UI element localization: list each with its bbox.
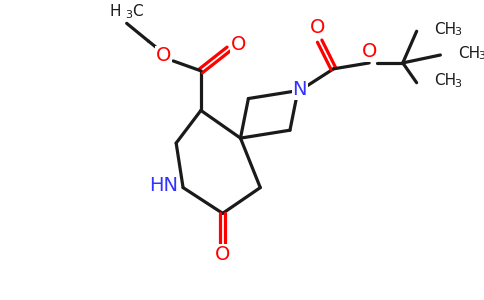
Text: 3: 3 <box>454 27 461 37</box>
Text: CH: CH <box>458 46 480 61</box>
Text: N: N <box>293 80 307 99</box>
Text: H: H <box>109 4 121 19</box>
Text: 3: 3 <box>125 11 132 20</box>
Text: 3: 3 <box>478 51 484 61</box>
Text: O: O <box>310 18 325 37</box>
Text: CH: CH <box>435 22 456 37</box>
Text: C: C <box>133 4 143 19</box>
Text: O: O <box>362 41 377 61</box>
Text: HN: HN <box>149 176 178 195</box>
Text: 3: 3 <box>454 79 461 89</box>
Text: CH: CH <box>435 73 456 88</box>
Text: O: O <box>231 34 246 54</box>
Text: O: O <box>155 46 171 65</box>
Text: O: O <box>215 245 230 264</box>
